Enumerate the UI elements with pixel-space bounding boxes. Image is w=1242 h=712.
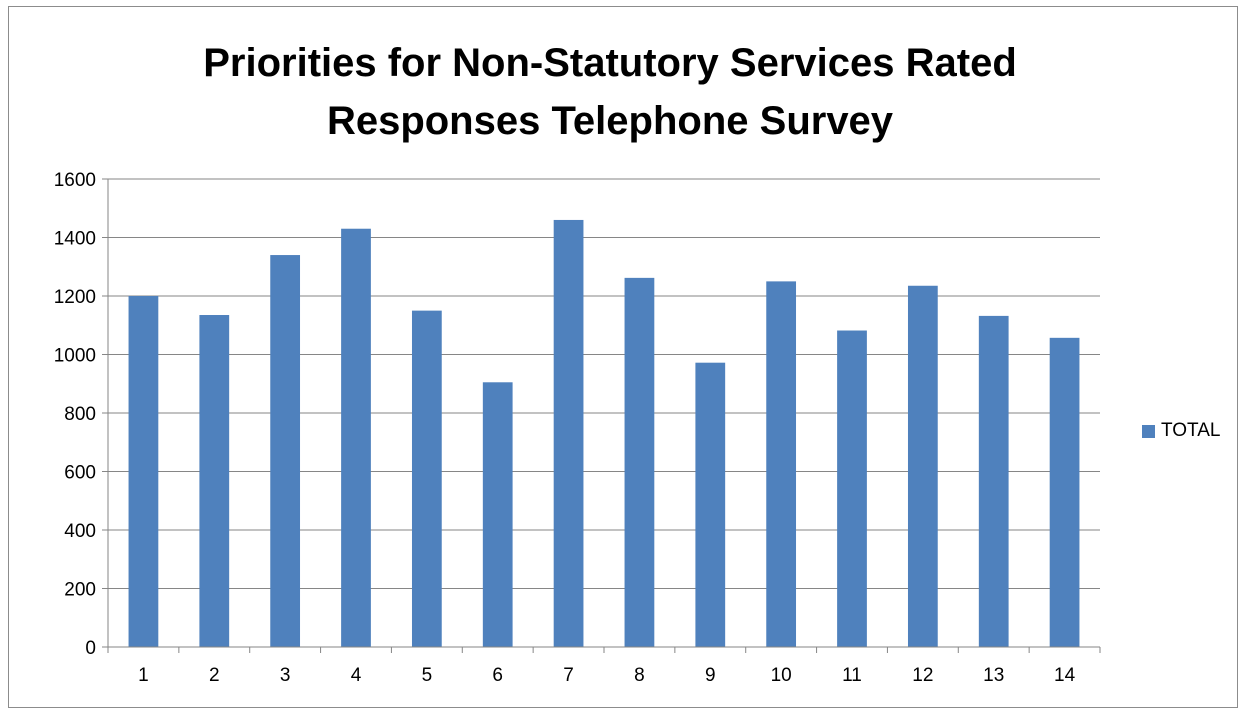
x-tick-label: 7 xyxy=(563,665,574,686)
x-tick-label: 10 xyxy=(771,665,792,686)
x-tick-label: 3 xyxy=(280,665,291,686)
chart-title-line-2: Responses Telephone Survey xyxy=(326,99,894,143)
y-tick-label: 200 xyxy=(64,580,96,601)
x-tick-label: 4 xyxy=(351,665,362,686)
bar-13 xyxy=(978,315,1009,647)
x-tick-label: 6 xyxy=(492,665,503,686)
x-tick-label: 9 xyxy=(705,665,716,686)
y-tick-label: 1400 xyxy=(54,229,96,250)
axes xyxy=(102,178,1101,653)
legend-swatch xyxy=(1142,424,1155,438)
bar-2 xyxy=(199,315,230,647)
y-tick-label: 600 xyxy=(64,463,96,484)
y-tick-label: 1200 xyxy=(54,287,96,308)
y-tick-label: 0 xyxy=(85,638,96,659)
x-tick-label: 14 xyxy=(1054,665,1076,686)
bar-14 xyxy=(1049,337,1080,647)
x-tick-label: 11 xyxy=(842,665,862,686)
bar-11 xyxy=(837,330,867,647)
legend: TOTAL xyxy=(1142,420,1220,442)
bar-10 xyxy=(766,281,797,647)
bar-5 xyxy=(411,310,442,647)
chart-title: Priorities for Non-Statutory Services Ra… xyxy=(120,34,1100,150)
bar-4 xyxy=(341,228,371,647)
gridlines xyxy=(108,178,1100,589)
legend-label-total: TOTAL xyxy=(1161,420,1221,441)
bars xyxy=(128,219,1080,648)
bar-3 xyxy=(270,255,301,648)
bar-6 xyxy=(482,382,513,647)
y-tick-label: 400 xyxy=(64,521,96,542)
x-tick-label: 2 xyxy=(209,665,220,686)
y-tick-label: 800 xyxy=(64,404,96,425)
chart-title-line-1: Priorities for Non-Statutory Services Ra… xyxy=(203,41,1017,85)
bar-7 xyxy=(553,219,584,647)
bar-12 xyxy=(907,285,938,647)
y-tick-label: 1600 xyxy=(54,170,96,191)
x-tick-label: 5 xyxy=(422,665,433,686)
x-tick-label: 13 xyxy=(983,665,1004,686)
bar-9 xyxy=(695,362,726,647)
bar-8 xyxy=(624,277,655,647)
x-tick-label: 12 xyxy=(912,665,933,686)
y-tick-label: 1000 xyxy=(54,346,96,367)
x-tick-label: 8 xyxy=(634,665,645,686)
bar-1 xyxy=(128,296,159,647)
x-tick-label: 1 xyxy=(138,665,149,686)
